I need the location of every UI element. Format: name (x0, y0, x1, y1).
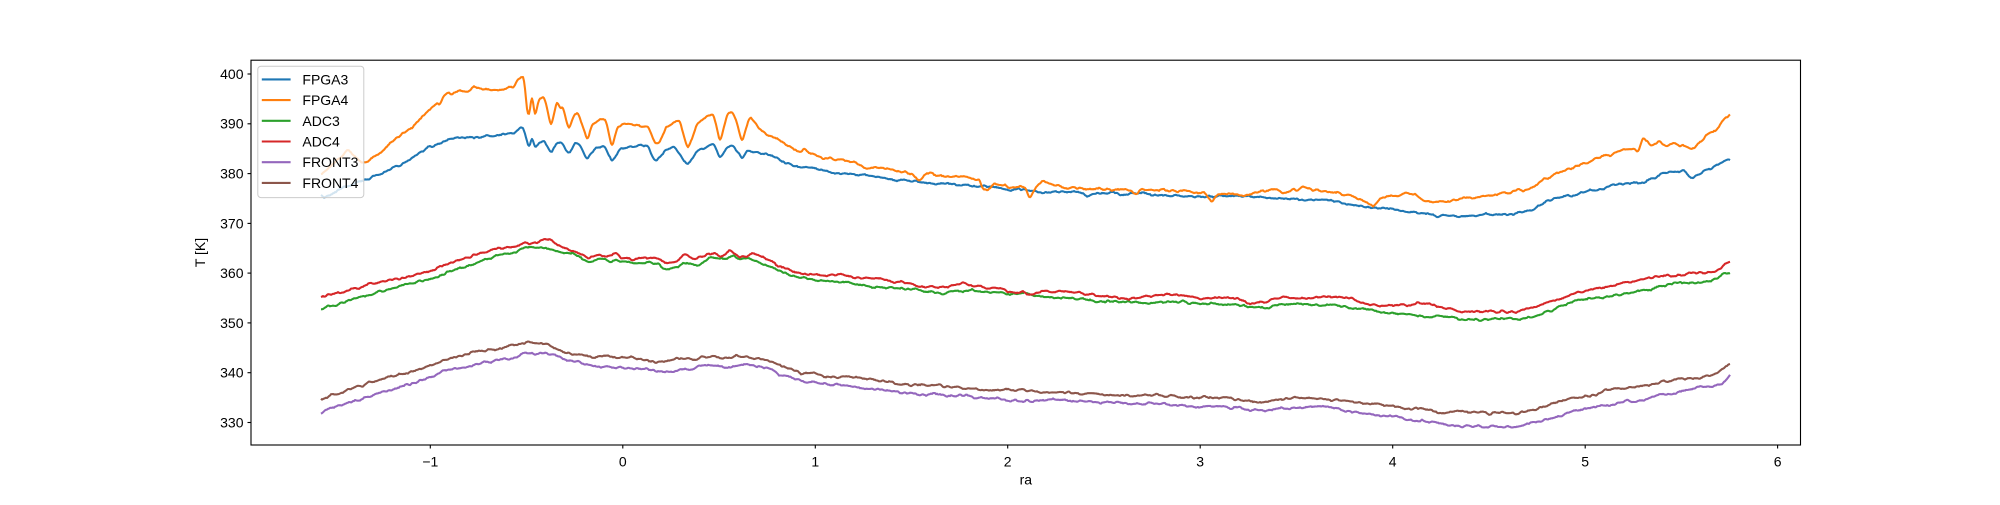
svg-text:FRONT4: FRONT4 (302, 175, 358, 191)
svg-text:FRONT3: FRONT3 (302, 154, 358, 170)
svg-text:1: 1 (811, 453, 819, 469)
svg-text:4: 4 (1389, 453, 1397, 469)
svg-text:350: 350 (220, 315, 244, 331)
svg-text:370: 370 (220, 215, 244, 231)
svg-text:380: 380 (220, 166, 244, 182)
svg-text:FPGA4: FPGA4 (302, 92, 348, 108)
svg-text:6: 6 (1774, 453, 1782, 469)
svg-text:2: 2 (1004, 453, 1012, 469)
svg-text:400: 400 (220, 66, 244, 82)
svg-text:360: 360 (220, 265, 244, 281)
svg-text:0: 0 (619, 453, 627, 469)
svg-text:T [K]: T [K] (192, 238, 208, 267)
svg-text:3: 3 (1196, 453, 1204, 469)
svg-text:FPGA3: FPGA3 (302, 71, 348, 87)
svg-text:ADC4: ADC4 (302, 133, 340, 149)
svg-text:5: 5 (1581, 453, 1589, 469)
svg-text:−1: −1 (422, 453, 438, 469)
svg-text:390: 390 (220, 116, 244, 132)
svg-text:ADC3: ADC3 (302, 113, 340, 129)
svg-text:330: 330 (220, 414, 244, 430)
svg-text:340: 340 (220, 365, 244, 381)
svg-text:ra: ra (1020, 472, 1033, 488)
